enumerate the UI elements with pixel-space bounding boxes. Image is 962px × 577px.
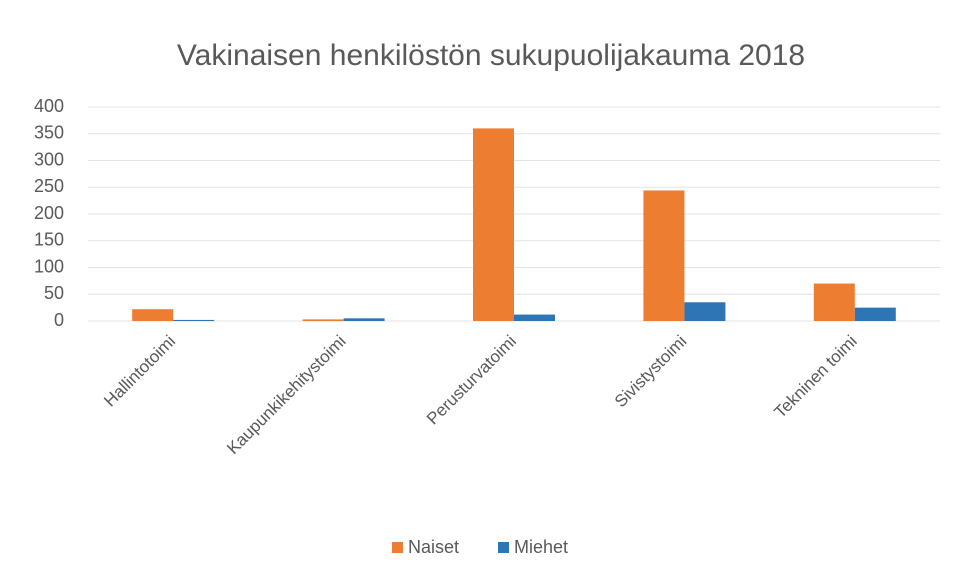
bar <box>684 302 726 321</box>
bar <box>173 319 215 321</box>
bar <box>132 309 174 321</box>
bar <box>813 283 855 321</box>
y-tick-label: 300 <box>34 149 64 169</box>
y-tick-label: 100 <box>34 256 64 276</box>
legend-label: Miehet <box>514 537 568 557</box>
legend-label: Naiset <box>408 537 459 557</box>
y-tick-label: 250 <box>34 176 64 196</box>
y-tick-label: 50 <box>44 283 64 303</box>
bar <box>302 319 344 321</box>
y-tick-label: 400 <box>34 96 64 116</box>
y-tick-label: 150 <box>34 230 64 250</box>
y-tick-label: 200 <box>34 203 64 223</box>
bar <box>343 318 385 321</box>
bar <box>854 307 896 321</box>
bar <box>514 314 555 321</box>
bar <box>473 128 514 321</box>
legend-swatch <box>392 542 403 553</box>
bar <box>643 190 685 321</box>
y-tick-label: 350 <box>34 123 64 143</box>
y-tick-label: 0 <box>54 310 64 330</box>
legend-swatch <box>498 542 509 553</box>
chart-title: Vakinaisen henkilöstön sukupuolijakauma … <box>177 39 805 72</box>
